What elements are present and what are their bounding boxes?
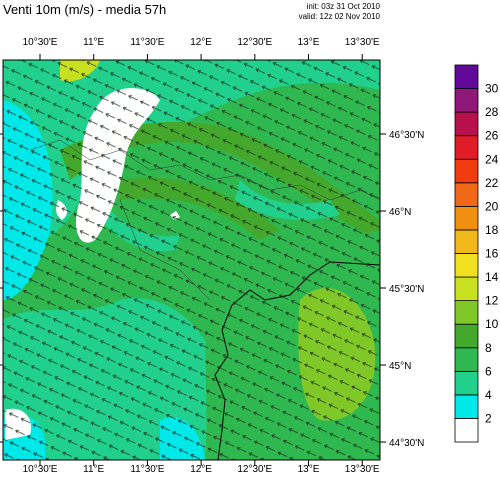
lon-label-bottom: 13°E: [298, 464, 320, 475]
lat-label: 45°N: [389, 361, 411, 372]
colorbar-label: 4: [485, 388, 492, 402]
colorbar-label: 24: [485, 152, 499, 166]
colorbar-label: 10: [485, 317, 499, 331]
colorbar-box: [454, 205, 479, 231]
lon-label-bottom: 12°E: [190, 464, 212, 475]
valid-time: valid: 12z 02 Nov 2010: [299, 12, 381, 21]
colorbar-box: [454, 370, 479, 396]
colorbar-box: [454, 418, 479, 443]
colorbar-label: 20: [485, 199, 499, 213]
lon-label-bottom: 13°30'E: [345, 464, 380, 475]
colorbar-box: [454, 253, 479, 278]
lat-label: 45°30'N: [389, 284, 424, 295]
lat-label: 46°N: [389, 207, 411, 218]
lon-label-bottom: 11°30'E: [130, 464, 164, 475]
colorbar-label: 8: [485, 341, 492, 355]
lon-label-top: 12°30'E: [237, 37, 272, 48]
colorbar-box: [454, 182, 479, 207]
lat-label: 44°30'N: [389, 438, 424, 449]
lon-label-top: 10°30'E: [23, 37, 58, 48]
colorbar-box: [454, 64, 479, 89]
colorbar-box: [454, 88, 479, 113]
lat-label: 46°30'N: [389, 130, 424, 141]
init-time: init: 03z 31 Oct 2010: [307, 2, 381, 11]
colorbar-label: 16: [485, 247, 499, 261]
lon-label-bottom: 12°30'E: [237, 464, 272, 475]
colorbar-box: [454, 158, 479, 184]
colorbar-box: [454, 276, 479, 302]
colorbar-box: [454, 135, 479, 160]
colorbar-box: [454, 229, 479, 254]
colorbar-label: 22: [485, 176, 499, 190]
colorbar-box: [454, 347, 479, 372]
colorbar-box: [454, 394, 479, 419]
colorbar-box: [454, 323, 479, 349]
title: Venti 10m (m/s) - media 57h: [3, 2, 166, 17]
colorbar-label: 6: [485, 364, 492, 378]
colorbar-box: [454, 111, 479, 137]
lon-label-top: 13°30'E: [345, 37, 380, 48]
lon-label-top: 13°E: [298, 37, 320, 48]
colorbar-label: 28: [485, 105, 499, 119]
lon-label-bottom: 10°30'E: [23, 464, 58, 475]
lon-label-bottom: 11°E: [83, 464, 104, 475]
colorbar-label: 2: [485, 411, 492, 425]
map-frame: [2, 59, 381, 461]
lon-label-top: 12°E: [190, 37, 212, 48]
colorbar-label: 14: [485, 270, 499, 284]
lon-label-top: 11°E: [83, 37, 104, 48]
colorbar-label: 12: [485, 294, 499, 308]
colorbar-box: [454, 300, 479, 325]
colorbar-label: 26: [485, 129, 499, 143]
colorbar-label: 30: [485, 82, 499, 96]
colorbar-label: 18: [485, 223, 499, 237]
wind-field: [3, 60, 380, 460]
lon-label-top: 11°30'E: [130, 37, 164, 48]
